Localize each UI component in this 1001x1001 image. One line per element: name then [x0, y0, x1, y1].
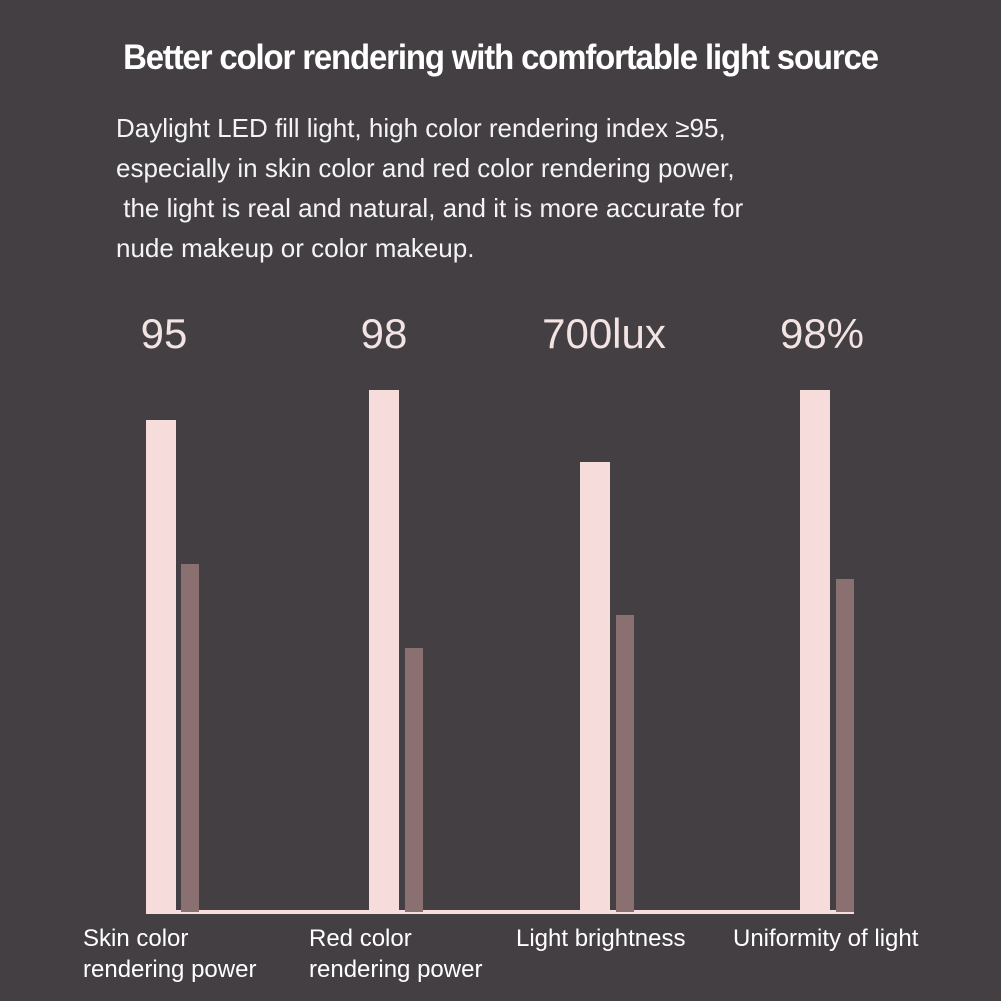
- primary-bar: [800, 390, 830, 912]
- category-label-line: Light brightness: [516, 925, 686, 952]
- category-label-skin: Skin color rendering power: [83, 923, 256, 985]
- category-label-uniformity: Uniformity of light: [733, 923, 918, 954]
- chart-baseline: [146, 910, 854, 914]
- category-label-brightness: Light brightness: [516, 923, 685, 954]
- value-label: 98: [361, 310, 408, 357]
- description-line: the light is real and natural, and it is…: [116, 193, 744, 223]
- secondary-bar: [616, 615, 634, 912]
- secondary-bar: [836, 579, 854, 912]
- description-line: nude makeup or color makeup.: [116, 233, 475, 263]
- description-line: Daylight LED fill light, high color rend…: [116, 113, 726, 143]
- headline: Better color rendering with comfortable …: [123, 38, 879, 77]
- category-label-line: rendering power: [83, 956, 257, 983]
- secondary-bar: [181, 564, 199, 912]
- value-label: 95: [141, 310, 188, 357]
- primary-bar: [580, 462, 610, 912]
- secondary-bar: [405, 648, 423, 912]
- category-label-line: Uniformity of light: [733, 925, 919, 952]
- category-label-line: rendering power: [309, 956, 483, 983]
- value-label: 700lux: [542, 310, 666, 357]
- primary-bar: [369, 390, 399, 912]
- description-line: especially in skin color and red color r…: [116, 153, 735, 183]
- description: Daylight LED fill light, high color rend…: [116, 108, 916, 268]
- category-label-line: Red color: [309, 925, 412, 952]
- category-label-line: Skin color: [83, 925, 189, 952]
- primary-bar: [146, 420, 176, 912]
- category-label-red: Red color rendering power: [309, 923, 482, 985]
- value-label: 98%: [780, 310, 864, 357]
